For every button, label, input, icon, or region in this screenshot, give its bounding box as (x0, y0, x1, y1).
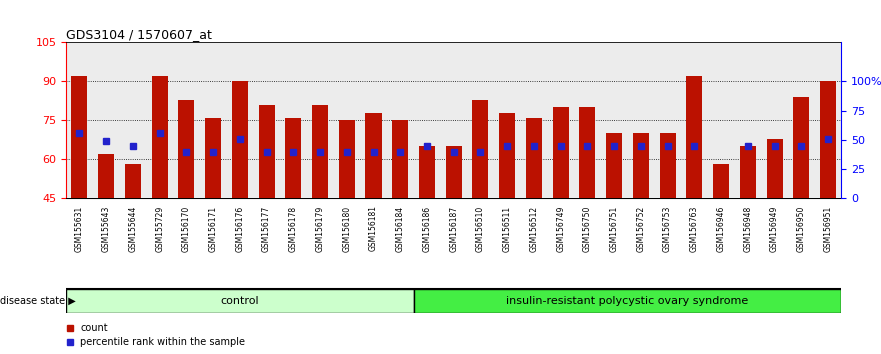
Bar (788, 42, 815, 198)
Bar (125, 165, 141, 198)
Bar (413, 289, 841, 313)
Bar (766, 138, 782, 198)
Bar (446, 146, 462, 198)
Text: GSM156177: GSM156177 (262, 205, 271, 252)
Bar (500, 113, 515, 198)
Text: GSM155729: GSM155729 (155, 205, 164, 252)
Bar (253, 42, 280, 198)
Text: count: count (80, 322, 107, 332)
Bar (815, 42, 841, 198)
Text: GSM156510: GSM156510 (476, 205, 485, 252)
Bar (440, 42, 467, 198)
Text: percentile rank within the sample: percentile rank within the sample (80, 337, 245, 347)
Bar (713, 165, 729, 198)
Text: GSM156511: GSM156511 (503, 205, 512, 252)
Text: GSM156752: GSM156752 (636, 205, 646, 252)
Bar (660, 133, 676, 198)
Bar (258, 105, 275, 198)
Bar (152, 76, 167, 198)
Bar (735, 42, 761, 198)
Text: GSM156950: GSM156950 (796, 205, 806, 252)
Text: GSM156949: GSM156949 (770, 205, 779, 252)
Bar (333, 42, 360, 198)
Bar (467, 42, 494, 198)
Bar (820, 81, 836, 198)
Bar (494, 42, 521, 198)
Text: GSM156751: GSM156751 (610, 205, 618, 252)
Bar (633, 133, 649, 198)
Text: GSM156181: GSM156181 (369, 205, 378, 251)
Bar (178, 99, 195, 198)
Bar (552, 107, 568, 198)
Text: disease state ▶: disease state ▶ (0, 296, 76, 306)
Text: GDS3104 / 1570607_at: GDS3104 / 1570607_at (66, 28, 212, 41)
Bar (681, 42, 707, 198)
Bar (93, 42, 120, 198)
Bar (574, 42, 601, 198)
Bar (120, 42, 146, 198)
Text: GSM156176: GSM156176 (235, 205, 244, 252)
Text: GSM156180: GSM156180 (343, 205, 352, 252)
Bar (339, 120, 355, 198)
Text: GSM156753: GSM156753 (663, 205, 672, 252)
Bar (200, 42, 226, 198)
Text: GSM155631: GSM155631 (75, 205, 84, 252)
Bar (472, 99, 488, 198)
Bar (526, 118, 542, 198)
Text: GSM156187: GSM156187 (449, 205, 458, 252)
Bar (793, 97, 810, 198)
Bar (413, 42, 440, 198)
Bar (98, 154, 115, 198)
Bar (66, 42, 93, 198)
Text: GSM156179: GSM156179 (315, 205, 324, 252)
Bar (707, 42, 735, 198)
Text: GSM156171: GSM156171 (209, 205, 218, 252)
Text: GSM155644: GSM155644 (129, 205, 137, 252)
Bar (226, 42, 253, 198)
Bar (655, 42, 681, 198)
Bar (285, 118, 301, 198)
Text: control: control (220, 296, 259, 306)
Bar (312, 105, 328, 198)
Bar (146, 42, 173, 198)
Bar (71, 76, 87, 198)
Bar (232, 81, 248, 198)
Bar (547, 42, 574, 198)
Bar (521, 42, 547, 198)
Bar (392, 120, 408, 198)
Bar (740, 146, 756, 198)
Bar (366, 113, 381, 198)
Bar (360, 42, 387, 198)
Bar (606, 133, 622, 198)
Bar (173, 42, 200, 198)
Text: GSM156948: GSM156948 (744, 205, 752, 252)
Text: GSM156946: GSM156946 (716, 205, 726, 252)
Bar (387, 42, 413, 198)
Text: GSM156763: GSM156763 (690, 205, 699, 252)
Text: GSM156951: GSM156951 (824, 205, 833, 252)
Text: GSM156184: GSM156184 (396, 205, 404, 252)
Bar (686, 76, 702, 198)
Bar (580, 107, 596, 198)
Text: GSM156186: GSM156186 (423, 205, 432, 252)
Bar (419, 146, 435, 198)
Text: GSM156170: GSM156170 (181, 205, 191, 252)
Text: GSM156178: GSM156178 (289, 205, 298, 252)
Bar (761, 42, 788, 198)
Text: GSM156512: GSM156512 (529, 205, 538, 252)
Bar (280, 42, 307, 198)
Text: insulin-resistant polycystic ovary syndrome: insulin-resistant polycystic ovary syndr… (507, 296, 749, 306)
Bar (627, 42, 655, 198)
Bar (205, 118, 221, 198)
Bar (307, 42, 333, 198)
Bar (601, 42, 627, 198)
Text: GSM156750: GSM156750 (583, 205, 592, 252)
Text: GSM155643: GSM155643 (101, 205, 111, 252)
Text: GSM156749: GSM156749 (556, 205, 565, 252)
Bar (66, 289, 413, 313)
